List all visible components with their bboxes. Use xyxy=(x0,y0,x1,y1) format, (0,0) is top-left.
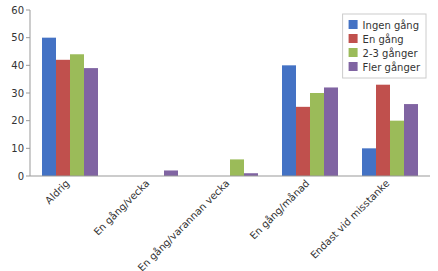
y-tick-label: 30 xyxy=(11,88,24,99)
legend-swatch xyxy=(349,62,358,71)
y-tick xyxy=(26,93,30,94)
bar xyxy=(42,38,56,176)
x-tick-label: Endast vid misstanke xyxy=(308,178,391,261)
legend-label: Ingen gång xyxy=(363,19,419,31)
legend-swatch xyxy=(349,34,358,43)
bar xyxy=(70,54,84,176)
bar xyxy=(404,104,418,176)
bar xyxy=(164,170,178,176)
bar xyxy=(230,159,244,176)
legend-label: Fler gånger xyxy=(363,61,421,73)
chart-container: 0102030405060AldrigEn gång/veckaEn gång/… xyxy=(0,0,438,271)
legend-box xyxy=(343,14,426,78)
bar xyxy=(362,148,376,176)
bar xyxy=(84,68,98,176)
bar xyxy=(324,87,338,176)
legend-swatch xyxy=(349,48,358,57)
y-axis xyxy=(30,10,31,176)
y-tick-label: 50 xyxy=(11,32,24,43)
y-tick xyxy=(26,176,30,177)
y-tick-label: 10 xyxy=(11,143,24,154)
bar xyxy=(56,60,70,176)
y-tick xyxy=(26,10,30,11)
y-tick-label: 20 xyxy=(11,115,24,126)
y-tick-label: 60 xyxy=(11,5,24,16)
x-tick-label: En gång/varannan vecka xyxy=(135,177,231,271)
legend: Ingen gång En gång 2-3 gånger Fler gånger xyxy=(343,14,426,78)
chart: 0102030405060AldrigEn gång/veckaEn gång/… xyxy=(0,0,438,271)
bar xyxy=(282,65,296,176)
bar xyxy=(310,93,324,176)
legend-label: En gång xyxy=(363,33,404,45)
y-tick xyxy=(26,37,30,38)
y-tick-label: 0 xyxy=(18,171,24,182)
x-tick-label: En gång/vecka xyxy=(91,177,152,238)
bar xyxy=(296,107,310,176)
bar xyxy=(390,121,404,176)
bar xyxy=(376,85,390,176)
y-tick xyxy=(26,65,30,66)
y-tick xyxy=(26,120,30,121)
legend-label: 2-3 gånger xyxy=(363,47,419,59)
x-tick-label: Aldrig xyxy=(43,178,71,206)
x-axis xyxy=(30,176,430,177)
y-tick xyxy=(26,148,30,149)
x-tick-label: En gång/månad xyxy=(247,177,311,241)
legend-swatch xyxy=(349,20,358,29)
y-tick-label: 40 xyxy=(11,60,24,71)
